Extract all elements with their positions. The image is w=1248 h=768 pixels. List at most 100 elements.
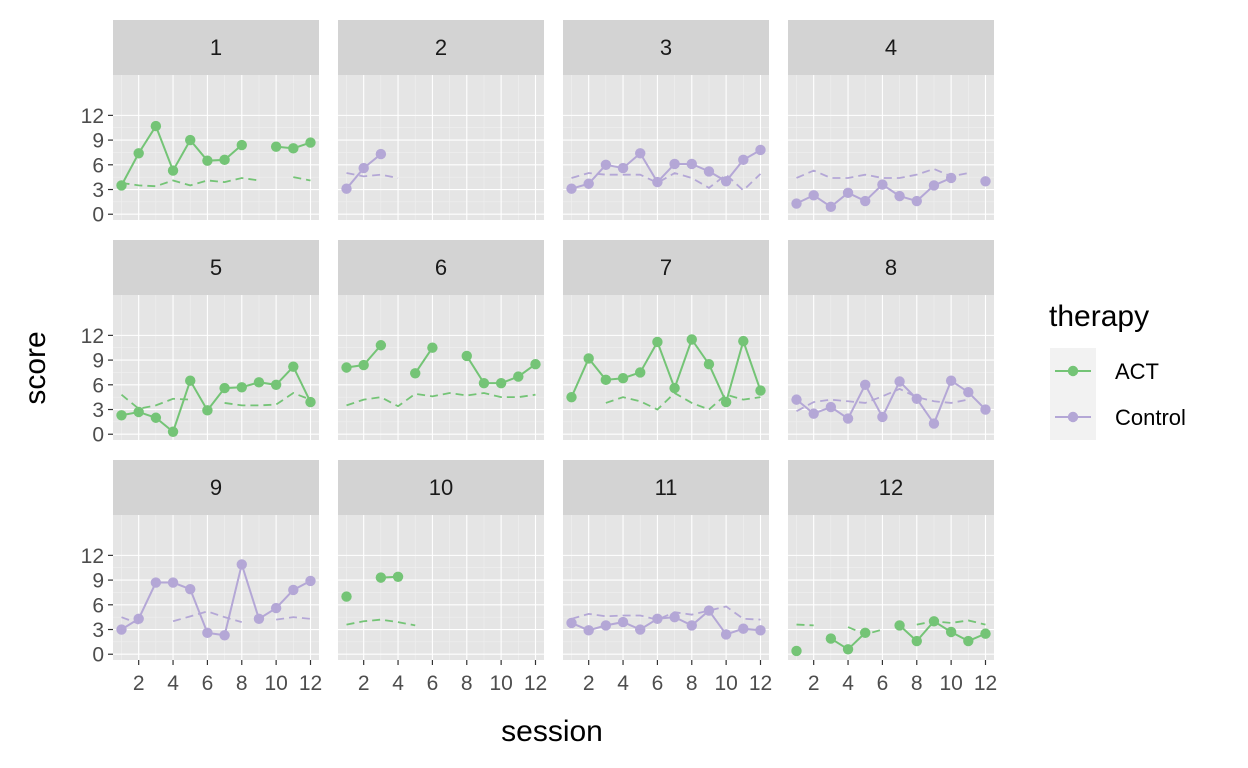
x-tick-label: 12 <box>299 672 322 695</box>
score-point <box>341 591 352 602</box>
reference-line <box>346 618 416 627</box>
reference-line <box>796 623 814 627</box>
score-point <box>963 635 974 647</box>
reference-line <box>796 387 969 412</box>
facet-strip <box>788 460 994 515</box>
x-tick-label: 6 <box>427 672 439 695</box>
score-point <box>635 148 646 159</box>
score-point <box>167 577 179 588</box>
facet-panel: 10 2 4 6 8 10 12 <box>338 460 547 695</box>
score-point <box>305 137 316 148</box>
facet-panel: 8 <box>788 240 994 440</box>
legend-key-point <box>1067 411 1079 423</box>
score-point <box>652 176 663 188</box>
score-point <box>686 620 697 631</box>
score-point <box>911 635 922 647</box>
y-axis-title: score <box>19 331 52 404</box>
score-point <box>236 382 247 393</box>
score-point <box>911 195 922 207</box>
y-tick-label: 6 <box>92 594 104 617</box>
score-point <box>150 412 162 423</box>
x-tick-label: 2 <box>133 672 145 695</box>
x-tick-label: 6 <box>202 672 214 695</box>
y-tick-label: 3 <box>92 399 104 422</box>
facet-strip-label: 7 <box>660 255 672 280</box>
score-point <box>116 410 127 421</box>
score-point <box>566 391 577 403</box>
plot-background <box>788 75 994 220</box>
score-point <box>635 624 646 635</box>
legend-label: ACT <box>1115 359 1159 384</box>
score-point <box>270 141 282 152</box>
reference-line <box>796 167 969 179</box>
x-tick-label: 6 <box>652 672 664 695</box>
score-point <box>236 559 247 570</box>
facet-strip-label: 1 <box>210 35 222 60</box>
score-point <box>116 180 127 191</box>
score-point <box>808 408 819 419</box>
score-point <box>945 626 957 638</box>
score-point <box>669 158 680 170</box>
score-point <box>150 577 162 588</box>
score-point <box>980 404 991 415</box>
score-point <box>738 335 749 347</box>
facet-strip <box>563 460 769 515</box>
facet-strip <box>563 20 769 75</box>
x-tick-label: 4 <box>617 672 629 695</box>
score-point <box>945 375 957 386</box>
score-point <box>305 396 316 408</box>
score-point <box>600 620 612 631</box>
y-tick-label: 9 <box>92 130 104 153</box>
score-point <box>375 572 387 583</box>
facet-strip-label: 11 <box>655 475 678 500</box>
y-tick-label: 0 <box>92 204 104 227</box>
score-point <box>566 617 577 629</box>
facet-panel: 2 <box>338 20 544 220</box>
score-point <box>133 406 144 418</box>
score-point <box>877 179 888 190</box>
score-point <box>669 611 680 623</box>
legend-item-control: Control <box>1050 394 1186 440</box>
score-point <box>392 571 404 582</box>
score-point <box>202 155 213 166</box>
facet-strip-label: 8 <box>885 255 897 280</box>
y-tick-label: 0 <box>92 644 104 667</box>
y-tick-label: 12 <box>81 105 104 128</box>
score-point <box>617 373 629 384</box>
score-point <box>928 418 940 429</box>
score-point <box>202 405 213 416</box>
score-point <box>808 190 819 201</box>
score-point <box>963 387 974 398</box>
score-point <box>842 644 854 655</box>
y-tick-label: 12 <box>81 545 104 568</box>
score-point <box>116 624 127 635</box>
score-point <box>185 583 196 595</box>
score-point <box>738 623 749 634</box>
facet-strip-label: 2 <box>435 35 447 60</box>
score-point <box>894 620 905 631</box>
plot-background <box>113 295 319 440</box>
score-point <box>341 183 352 194</box>
score-point <box>860 195 871 207</box>
score-point <box>703 166 715 177</box>
facet-strip <box>338 240 544 295</box>
x-tick-label: 10 <box>489 672 512 695</box>
x-tick-label: 12 <box>524 672 547 695</box>
y-tick-label: 3 <box>92 619 104 642</box>
score-point <box>253 613 265 625</box>
x-tick-label: 8 <box>461 672 473 695</box>
reference-line <box>346 172 399 179</box>
score-point <box>928 616 940 627</box>
x-tick-label: 10 <box>264 672 287 695</box>
score-point <box>894 376 905 387</box>
score-point <box>720 629 732 640</box>
score-point <box>617 162 629 174</box>
x-tick-label: 4 <box>392 672 404 695</box>
reference-line <box>916 619 986 626</box>
x-tick-label: 12 <box>749 672 772 695</box>
score-point <box>305 575 316 587</box>
facet-strip-label: 9 <box>210 475 222 500</box>
score-point <box>185 375 196 386</box>
